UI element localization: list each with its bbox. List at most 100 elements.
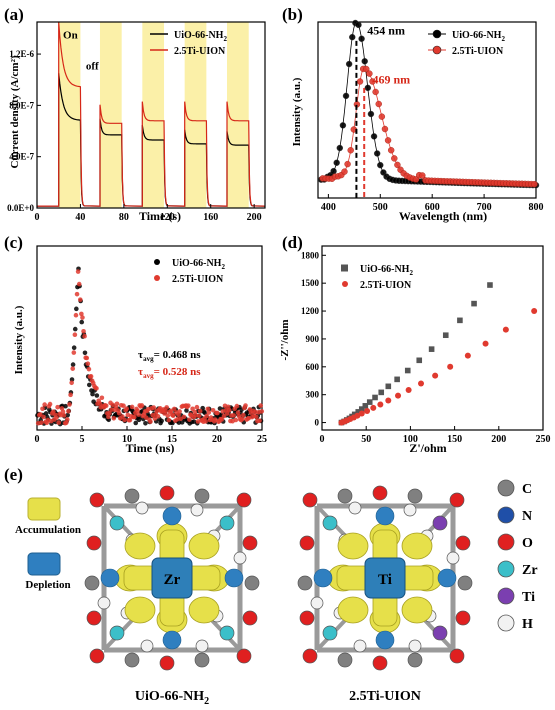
data-point-2.5Ti-UION [233,417,239,423]
atom-C [124,652,140,668]
data-point-2.5Ti-UION [197,408,203,414]
data-point-2.5Ti-UION [254,414,259,420]
panel-label-c: (c) [4,233,23,252]
data-point-2.5Ti-UION [177,409,182,414]
x-tick-label-d: 200 [491,434,506,445]
y-tick-label-a: 1.2E-6 [9,49,34,59]
legend-entry: UiO-66-NH2 [172,258,225,271]
x-tick-label-b: 500 [373,202,388,213]
chart-a: (a) 0 40 80 120 160 200 0.0E+0 4.0E-7 8.0E-7 1.2E… [4,5,266,223]
atom-O [449,492,465,508]
y-tick-label-d: 0 [315,418,320,428]
accumulation-lobe [188,596,220,624]
data-point-UiO-66-NH2 [361,58,368,65]
depletion-blob [100,568,120,588]
panel-label-b: (b) [282,5,303,24]
data-point-2.5Ti-UION [227,407,232,413]
data-point-2.5Ti-UION [60,409,66,415]
annotation-454 nm: 454 nm [367,24,405,38]
atom-C [407,488,423,504]
legend-entry: 2.5Ti-UION [452,46,504,57]
atom-Zr [109,625,125,641]
x-tick-label-c: 25 [257,434,267,445]
atom-O [302,492,318,508]
atom-Zr [322,625,338,641]
data-point-2.5Ti-UION [131,414,137,420]
data-point-UiO-66-NH2 [159,418,164,424]
data-point-2.5Ti-UION [148,419,153,424]
accumulation-lobe [337,532,369,560]
atom-O [159,485,175,501]
x-tick-label-c: 5 [80,434,85,445]
data-point-UiO-66-NH2 [74,306,79,312]
atom-O [449,648,465,664]
legend-swatch [154,259,160,265]
x-tick-label-b: 700 [477,202,492,213]
atom-O [89,648,105,664]
data-point-2.5Ti-UION [372,88,379,96]
y-axis-label-a: Current density (A/cm²) [9,55,21,168]
data-point-2.5Ti-UION [369,78,376,85]
data-point-2.5Ti-UION [127,417,133,423]
data-point-UiO-66-NH2 [333,159,340,166]
atom-H [403,503,417,517]
atom-legend-H [497,614,515,632]
x-tick-label-d: 100 [403,434,418,445]
legend-d: UiO-66-NH2 2.5Ti-UION [341,264,413,291]
data-point-UiO-66-NH2 [345,60,353,68]
x-axis-label-b: Wavelength (nm) [399,209,487,223]
charge-density-structure-1: Zr [84,485,260,671]
data-point-2.5Ti-UION [67,402,72,407]
legend-swatch [342,281,348,287]
y-tick-label-d: 600 [306,362,320,372]
data-point-UiO-66-NH2 [442,332,449,339]
data-point-2.5Ti-UION [394,161,401,169]
x-tick-label-b: 600 [425,202,440,213]
x-tick-label-d: 50 [361,434,371,445]
data-point-2.5Ti-UION [81,328,86,334]
data-point-2.5Ti-UION [55,404,60,410]
x-axis-label-c: Time (ns) [126,441,175,455]
series-line-2.5Ti-UION [320,67,536,185]
atom-H [97,596,111,610]
data-point-2.5Ti-UION [210,407,216,413]
atom-H [446,551,460,565]
data-point-2.5Ti-UION [86,366,92,372]
series-line-UiO-66-NH2 [320,21,536,186]
data-point-2.5Ti-UION [531,308,538,315]
data-point-UiO-66-NH2 [89,388,94,393]
atom-O [86,610,102,626]
data-point-UiO-66-NH2 [143,420,148,426]
atom-C [337,488,353,504]
depletion-blob [313,568,333,588]
data-point-2.5Ti-UION [258,403,263,408]
data-point-2.5Ti-UION [164,405,169,410]
data-point-UiO-66-NH2 [65,412,70,418]
legend-entry: 2.5Ti-UION [172,274,224,285]
data-point-2.5Ti-UION [405,387,412,394]
data-point-2.5Ti-UION [69,380,74,386]
data-point-2.5Ti-UION [42,402,47,407]
atom-H [195,639,209,653]
y-tick-label-a: 4.0E-7 [9,152,34,162]
atom-O [455,535,471,551]
data-point-2.5Ti-UION [363,65,370,73]
data-point-UiO-66-NH2 [330,167,337,175]
atom-C [297,575,313,591]
data-point-2.5Ti-UION [97,401,103,406]
data-point-2.5Ti-UION [347,147,354,154]
depletion-blob [162,630,182,650]
data-point-2.5Ti-UION [165,413,171,418]
data-point-2.5Ti-UION [54,415,59,420]
chart-b: (b) 400 500 600 700 800 454 nm 469 nm UiO-66-NH… [282,5,544,223]
legend-swatch [341,264,348,272]
data-point-UiO-66-NH2 [394,376,400,383]
data-point-2.5Ti-UION [259,409,265,414]
x-tick-label-b: 800 [529,202,544,213]
legend-swatch [432,45,442,55]
atom-Zr [432,515,448,531]
caption-ti-uion: 2.5Ti-UION [349,689,421,704]
panel-label-e: (e) [4,465,23,484]
data-point-2.5Ti-UION [171,406,177,412]
data-point-2.5Ti-UION [181,414,187,420]
